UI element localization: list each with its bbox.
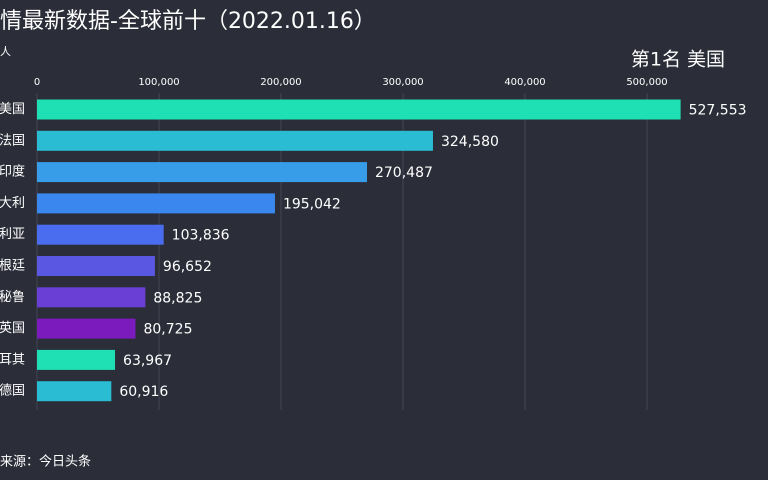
value-label: 96,652	[163, 259, 212, 275]
bar	[37, 256, 155, 276]
rank-label: 第1名 美国	[631, 49, 725, 71]
x-tick-label: 300,000	[382, 77, 423, 88]
x-tick-label: 500,000	[626, 77, 667, 88]
x-tick-label: 400,000	[504, 77, 545, 88]
y-tick-label: 利亚	[0, 227, 25, 242]
bar	[37, 349, 116, 370]
value-label: 195,042	[283, 196, 341, 212]
value-label: 88,825	[153, 290, 202, 306]
x-tick-label: 0	[34, 77, 40, 88]
value-label: 527,553	[689, 103, 747, 119]
bar	[37, 193, 275, 214]
value-label: 103,836	[172, 228, 230, 244]
x-tick-label: 200,000	[260, 77, 301, 88]
y-tick-label: 德国	[0, 384, 25, 399]
bar	[37, 318, 136, 339]
value-label: 270,487	[375, 165, 433, 181]
bar	[37, 162, 367, 183]
y-tick-label: 英国	[0, 321, 25, 336]
value-label: 80,725	[143, 322, 192, 338]
bar	[37, 224, 164, 245]
y-tick-label: 印度	[0, 164, 25, 180]
value-label: 324,580	[441, 134, 499, 150]
source: 来源：今日头条	[0, 454, 91, 470]
chart-title: 情最新数据-全球前十（2022.01.16）	[0, 9, 376, 34]
x-tick-label: 100,000	[138, 77, 179, 88]
bar	[37, 99, 681, 120]
y-tick-label: 根廷	[0, 259, 25, 274]
bar	[37, 130, 433, 151]
value-label: 60,916	[119, 384, 168, 400]
unit-label: 人	[0, 45, 11, 58]
value-label: 63,967	[123, 353, 172, 369]
y-tick-label: 秘鲁	[0, 290, 25, 305]
y-tick-label: 大利	[0, 196, 25, 211]
y-tick-label: 美国	[0, 102, 25, 117]
bar	[37, 287, 146, 308]
bar	[37, 381, 112, 402]
y-tick-label: 耳其	[0, 352, 25, 367]
y-tick-label: 法国	[0, 133, 25, 148]
